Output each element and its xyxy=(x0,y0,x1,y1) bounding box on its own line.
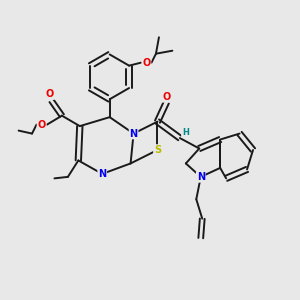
Text: H: H xyxy=(182,128,189,137)
Text: O: O xyxy=(38,120,46,130)
Text: O: O xyxy=(142,58,151,68)
Text: N: N xyxy=(130,129,138,139)
Text: O: O xyxy=(46,89,54,99)
Text: N: N xyxy=(197,172,205,182)
Text: O: O xyxy=(162,92,170,102)
Text: S: S xyxy=(154,145,161,155)
Text: N: N xyxy=(98,169,106,179)
